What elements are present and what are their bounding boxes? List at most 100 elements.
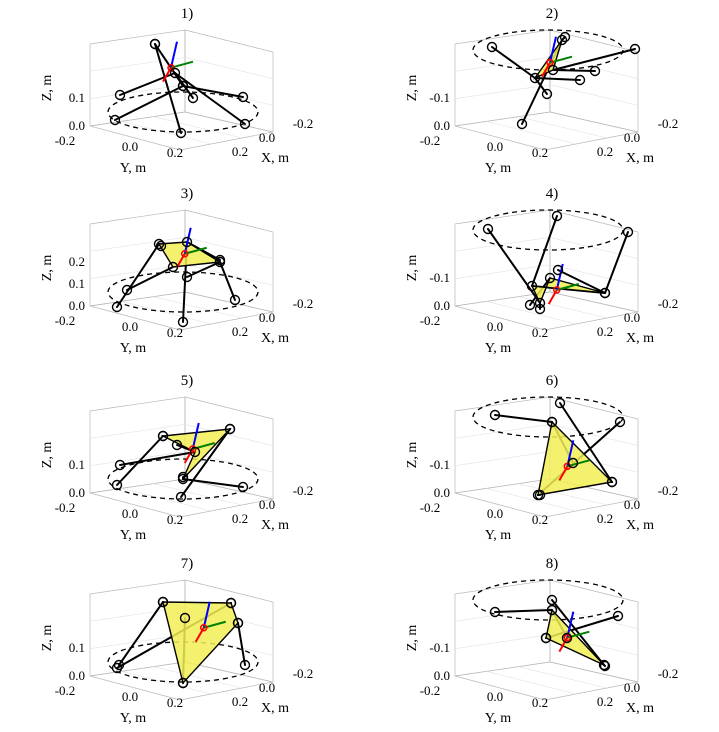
- panel-5-joint: [237, 481, 249, 493]
- panel-2-joint: [589, 65, 601, 77]
- panel-5-y-label: Y, m: [120, 528, 146, 543]
- panel-3-z-tick: 0.1: [69, 276, 85, 291]
- panel-8-platform: [545, 608, 605, 666]
- panel-4-title: 4): [546, 186, 559, 202]
- panel-1-base-circle: [107, 91, 259, 133]
- panel-7-x-tick: 0.2: [232, 694, 248, 709]
- panel-6-x-label: X, m: [626, 518, 654, 533]
- panel-1-leg: [114, 85, 184, 121]
- panel-7-x-tick: -0.2: [293, 666, 314, 681]
- panel-2-y-axis-arrow: [549, 55, 573, 64]
- panel-4-x-tick: -0.2: [658, 296, 679, 311]
- panel-3-joint: [181, 236, 193, 248]
- panel-8-z-tick: -0.1: [429, 640, 450, 655]
- panel-5-z-axis-arrow: [191, 422, 200, 450]
- panel-4-z-tick: 0.0: [434, 298, 450, 313]
- panel-2-joint: [629, 43, 641, 55]
- panel-8-gridline: [486, 671, 577, 695]
- panel-3-gridline: [121, 301, 212, 325]
- panel-8-base-circle: [472, 579, 624, 621]
- panel-2-x-tick: -0.2: [658, 116, 679, 131]
- panel-6-joint: [489, 409, 501, 421]
- panel-5-joint: [171, 439, 183, 451]
- panel-8-z-label: Z, m: [405, 625, 420, 652]
- panel-4-joint: [526, 280, 538, 292]
- panel-1-z-axis-arrow: [170, 41, 178, 68]
- panel-2-leg: [534, 77, 548, 95]
- panel-5-leg: [182, 478, 244, 488]
- panel-3-y-tick: 0.0: [122, 319, 138, 334]
- panel-1-z-tick: 0.0: [69, 118, 85, 133]
- panel-8: 8)0.0-0.1Z, m-0.2 0.0 0.2Y, m-0.20.00.2 X, …: [405, 556, 678, 726]
- panel-8-joint: [599, 660, 611, 672]
- panel-1-gridline: [121, 121, 212, 145]
- panel-5-y-tick: -0.2: [55, 500, 76, 515]
- panel-2-y-label: Y, m: [485, 161, 511, 176]
- panel-8-back-pane: [454, 579, 551, 677]
- panel-4-y-label: Y, m: [485, 341, 511, 356]
- panel-8-gridline: [454, 634, 551, 649]
- panel-8-origin-marker: [563, 633, 572, 642]
- panel-8-x-label: X, m: [626, 701, 654, 716]
- panel-2-y-tick: 0.0: [487, 139, 503, 154]
- panel-3-gridline: [184, 237, 274, 259]
- panel-6-joint: [606, 476, 618, 488]
- panel-8-gridline: [549, 607, 639, 629]
- panel-3-y-axis-arrow: [184, 246, 208, 255]
- panel-3-platform: [157, 241, 223, 268]
- panel-3-joint: [229, 294, 241, 306]
- panel-2-x-tick: 0.0: [624, 130, 640, 145]
- panel-5: 5)0.00.1Z, m-0.2 0.0 0.2Y, m-0.20.00.2 X, m: [40, 373, 313, 543]
- panel-1-title: 1): [181, 6, 194, 22]
- panel-5-joint: [114, 459, 126, 471]
- panel-8-joint: [546, 594, 558, 606]
- panel-7-z-label: Z, m: [40, 625, 55, 652]
- panel-1-joint: [169, 67, 181, 79]
- panel-6-gridline: [454, 451, 551, 466]
- panel-6-leg: [559, 402, 613, 483]
- panel-7-y-tick: 0.0: [122, 689, 138, 704]
- panel-4-gridline: [486, 301, 577, 325]
- panel-6-gridline: [486, 488, 577, 512]
- panel-5-leg: [180, 428, 231, 498]
- panel-5-joint: [177, 473, 189, 485]
- panel-4-joint: [551, 210, 563, 222]
- panel-8-joint: [612, 610, 624, 622]
- panel-4-platform: [530, 277, 606, 305]
- panel-5-base-circle: [107, 458, 259, 500]
- panel-2-joint: [556, 34, 568, 46]
- panel-8-z-tick: 0.0: [434, 668, 450, 683]
- panel-5-x-tick: 0.2: [232, 511, 248, 526]
- panel-1-y-axis-arrow: [170, 60, 194, 69]
- panel-2-joint: [529, 72, 541, 84]
- panel-3-z-label: Z, m: [40, 255, 55, 282]
- panel-5-joint: [175, 491, 187, 503]
- panel-4-x-tick: 0.2: [597, 324, 613, 339]
- panel-7-gridline: [89, 634, 186, 649]
- panel-8-y-tick: 0.2: [532, 695, 548, 710]
- panel-7-y-tick: -0.2: [55, 683, 76, 698]
- panel-4-joint: [552, 264, 564, 276]
- panel-4-gridline: [518, 296, 608, 319]
- panel-5-leg: [116, 435, 164, 486]
- panel-8-y-tick: 0.0: [487, 689, 503, 704]
- panel-1-gridline: [89, 57, 186, 72]
- panel-6-gridline: [549, 424, 639, 446]
- panel-8-joint: [540, 632, 552, 644]
- panel-7-joint: [232, 617, 244, 629]
- panel-6-x-tick: 0.0: [624, 497, 640, 512]
- panel-4-joint: [544, 272, 556, 284]
- panel-3-joint: [181, 271, 193, 283]
- panel-6-x-tick: -0.2: [658, 483, 679, 498]
- panel-1-y-tick: -0.2: [55, 133, 76, 148]
- panel-7-gridline: [153, 666, 243, 689]
- panel-7-joint: [113, 659, 125, 671]
- panel-6-joint: [546, 416, 558, 428]
- panel-7-joint: [239, 659, 251, 671]
- panel-8-joint: [489, 606, 501, 618]
- panel-7-gridline: [121, 671, 212, 695]
- panel-2-joint: [516, 118, 528, 130]
- panel-5-gridline: [89, 451, 186, 466]
- panel-4-origin-marker: [553, 286, 561, 294]
